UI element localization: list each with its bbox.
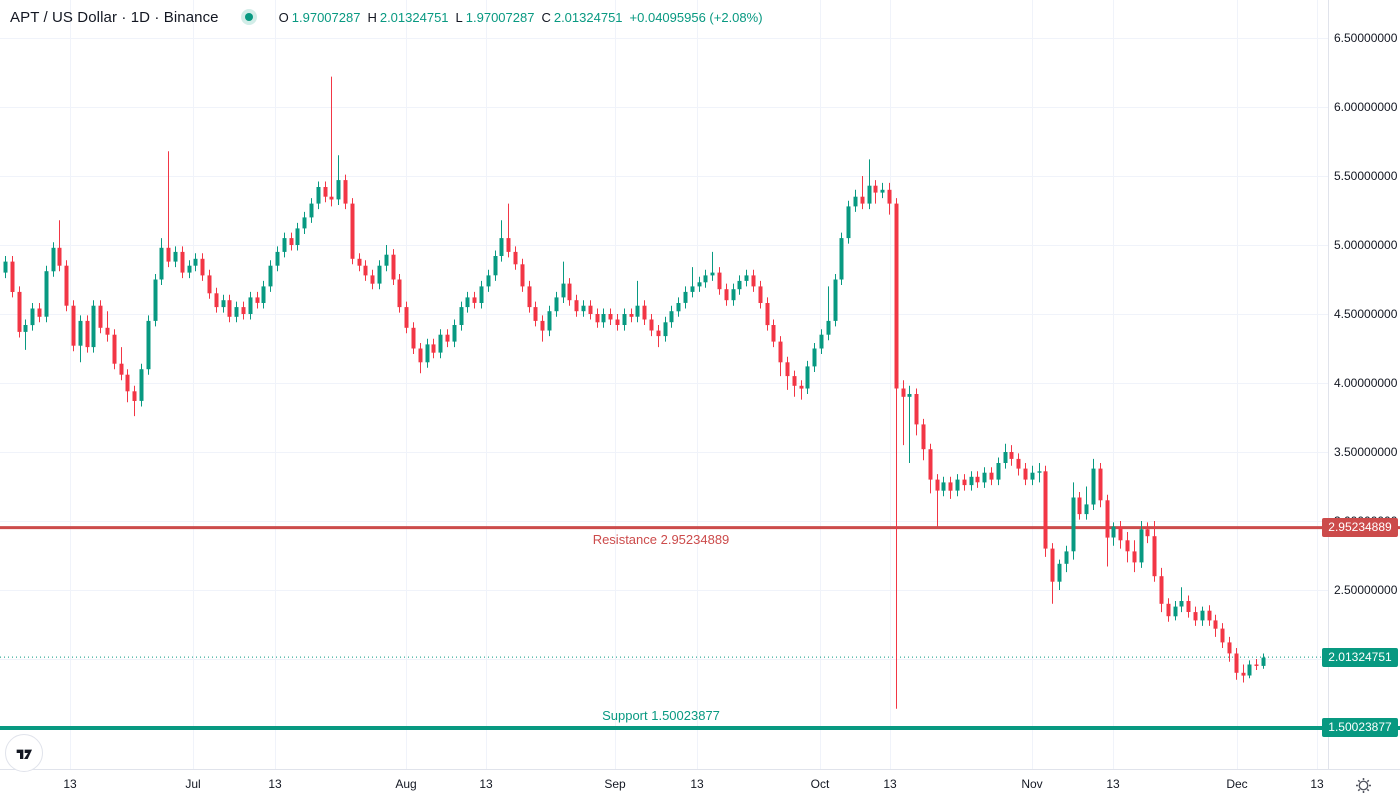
time-tick-label: 13 [1310,777,1324,791]
time-tick-label: Oct [810,777,830,791]
time-tick-label: 13 [1106,777,1120,791]
support-text-label: Support 1.50023877 [602,707,720,723]
ohlc-values: O 1.97007287 H 2.01324751 L 1.97007287 C… [279,10,763,25]
price-tick-label: 6.00000000 [1334,100,1398,114]
resistance-text-label: Resistance 2.95234889 [592,531,730,547]
resistance-price-tag: 2.95234889 [1322,518,1398,538]
time-tick-label: 13 [268,777,282,791]
grid [0,0,1329,770]
time-tick-label: 13 [63,777,77,791]
ohlc-header: APT / US Dollar · 1D · Binance O 1.97007… [10,7,763,27]
gear-glyph [1355,777,1371,793]
tradingview-logo-glyph [16,749,32,759]
price-tick-label: 5.50000000 [1334,169,1398,183]
time-tick-label: Nov [1021,777,1043,791]
support-price-tag: 1.50023877 [1322,718,1398,738]
tradingview-logo[interactable] [5,734,43,772]
high-value: 2.01324751 [379,9,449,25]
price-tick-label: 4.50000000 [1334,307,1398,321]
time-tick-label: Sep [604,777,626,791]
time-tick-label: 13 [690,777,704,791]
status-dot-core [244,13,253,21]
price-tick-label: 5.00000000 [1334,238,1398,252]
price-tick-label: 2.50000000 [1334,583,1398,597]
time-tick-label: Aug [395,777,417,791]
high-label: H [367,9,377,25]
current-price-tag: 2.01324751 [1322,647,1398,667]
change-value: +0.04095956 (+2.08%) [629,9,763,25]
candlestick-series [3,76,1266,709]
price-tick-label: 4.00000000 [1334,376,1398,390]
price-tick-label: 6.50000000 [1334,31,1398,45]
time-tick-label: 13 [479,777,493,791]
symbol-title[interactable]: APT / US Dollar · 1D · Binance [10,8,219,26]
price-tick-label: 3.50000000 [1334,445,1398,459]
time-tick-label: Dec [1226,777,1248,791]
market-status-dot[interactable] [240,9,257,25]
time-tick-label: Jul [185,777,201,791]
settings-gear-icon[interactable] [1352,774,1374,796]
time-tick-label: 13 [883,777,897,791]
close-value: 2.01324751 [553,9,623,25]
low-value: 1.97007287 [465,9,535,25]
price-chart-canvas[interactable] [0,0,1400,770]
open-value: 1.97007287 [291,9,361,25]
close-label: C [541,9,551,25]
low-label: L [455,9,463,25]
time-axis[interactable]: 13 Jul 13 Aug 13 Sep 13 Oct 13 Nov 13 Dec 13 [0,770,1400,800]
open-label: O [278,9,289,25]
